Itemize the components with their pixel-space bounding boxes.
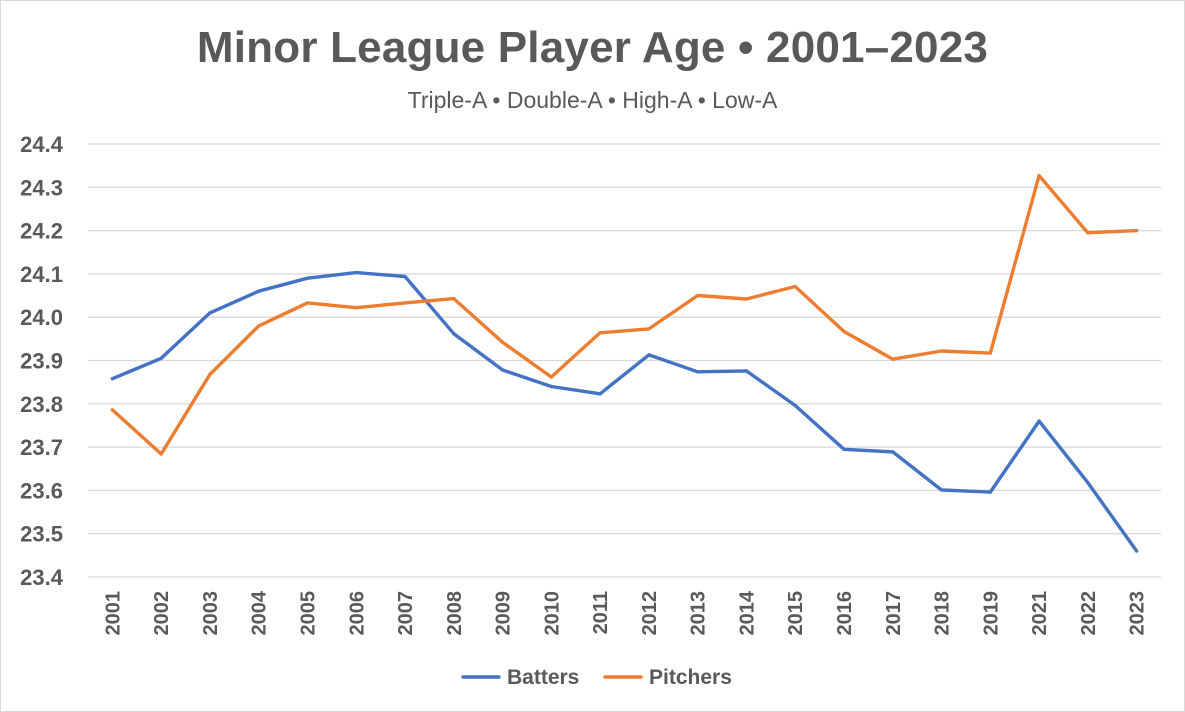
x-tick-label: 2003	[200, 591, 222, 636]
data-point-batters	[842, 447, 846, 451]
data-point-pitchers	[744, 297, 749, 301]
data-point-pitchers	[257, 324, 261, 328]
data-point-batters	[354, 271, 358, 275]
x-tick-label: 2017	[883, 591, 905, 636]
y-tick-label: 24.1	[20, 262, 63, 287]
data-point-pitchers	[403, 301, 407, 305]
x-tick-label: 2008	[444, 591, 466, 636]
x-tick-label: 2023	[1127, 591, 1149, 636]
data-point-batters	[549, 384, 553, 389]
x-tick-label: 2010	[541, 591, 563, 636]
data-point-pitchers	[159, 452, 163, 456]
data-point-batters	[988, 490, 992, 494]
x-tick-label: 2007	[395, 591, 417, 636]
x-tick-label: 2022	[1078, 591, 1100, 636]
chart-title: Minor League Player Age • 2001–2023	[196, 23, 989, 72]
data-point-batters	[403, 274, 407, 279]
y-tick-label: 24.3	[20, 175, 63, 200]
y-tick-label: 23.4	[20, 565, 64, 590]
y-tick-label: 24.4	[20, 132, 64, 157]
x-tick-label: 2006	[346, 591, 368, 636]
data-point-batters	[744, 369, 749, 373]
data-point-batters	[159, 356, 163, 360]
x-tick-label: 2021	[1029, 591, 1051, 636]
data-point-batters	[452, 332, 456, 336]
x-tick-label: 2002	[151, 591, 173, 636]
data-point-batters	[696, 370, 700, 374]
data-point-pitchers	[598, 331, 602, 335]
y-tick-label: 23.5	[20, 522, 63, 547]
data-point-pitchers	[939, 349, 944, 353]
data-point-batters	[257, 289, 261, 293]
data-point-pitchers	[305, 301, 310, 305]
data-point-pitchers	[208, 372, 212, 376]
data-point-pitchers	[696, 293, 700, 298]
y-tick-label: 24.0	[20, 305, 63, 330]
x-tick-label: 2012	[639, 591, 661, 636]
data-point-batters	[1037, 419, 1041, 423]
data-point-batters	[208, 311, 212, 315]
data-point-batters	[1086, 481, 1090, 485]
y-tick-label: 23.9	[20, 349, 63, 374]
x-tick-label: 2009	[493, 591, 515, 636]
data-point-batters	[891, 450, 895, 454]
data-point-pitchers	[793, 284, 797, 289]
data-point-pitchers	[500, 340, 505, 344]
x-tick-label: 2005	[297, 591, 319, 636]
data-point-pitchers	[1037, 174, 1041, 178]
x-tick-label: 2004	[249, 590, 271, 635]
x-tick-label: 2019	[980, 591, 1002, 636]
data-point-batters	[1135, 549, 1139, 553]
x-tick-label: 2001	[102, 591, 124, 636]
data-point-pitchers	[1086, 231, 1090, 235]
x-tick-label: 2018	[932, 591, 954, 636]
data-point-pitchers	[842, 329, 846, 334]
y-tick-label: 24.2	[20, 219, 63, 244]
data-point-batters	[305, 276, 310, 280]
data-point-pitchers	[1135, 229, 1139, 233]
data-point-batters	[793, 403, 797, 408]
legend-label-pitchers: Pitchers	[649, 666, 732, 689]
x-tick-label: 2014	[736, 590, 758, 635]
y-tick-label: 23.7	[20, 435, 63, 460]
data-point-batters	[939, 488, 944, 492]
data-point-batters	[500, 368, 505, 372]
y-tick-label: 23.8	[20, 392, 63, 417]
chart-subtitle: Triple-A • Double-A • High-A • Low-A	[407, 87, 778, 113]
y-tick-label: 23.6	[20, 478, 63, 503]
data-point-pitchers	[110, 408, 114, 412]
series-line-pitchers	[110, 173, 1139, 456]
data-point-pitchers	[647, 327, 651, 331]
data-point-batters	[110, 377, 114, 381]
legend-label-batters: Batters	[507, 666, 579, 689]
data-point-pitchers	[891, 357, 895, 361]
data-point-pitchers	[452, 296, 456, 301]
data-point-pitchers	[354, 306, 358, 310]
data-point-pitchers	[988, 351, 992, 355]
x-tick-label: 2016	[834, 591, 856, 636]
data-point-batters	[647, 353, 651, 357]
x-tick-label: 2011	[590, 591, 612, 634]
data-point-pitchers	[549, 375, 553, 379]
data-point-batters	[598, 392, 602, 396]
x-tick-label: 2015	[785, 591, 807, 636]
x-tick-label: 2013	[688, 591, 710, 636]
series-line-batters	[110, 270, 1139, 553]
